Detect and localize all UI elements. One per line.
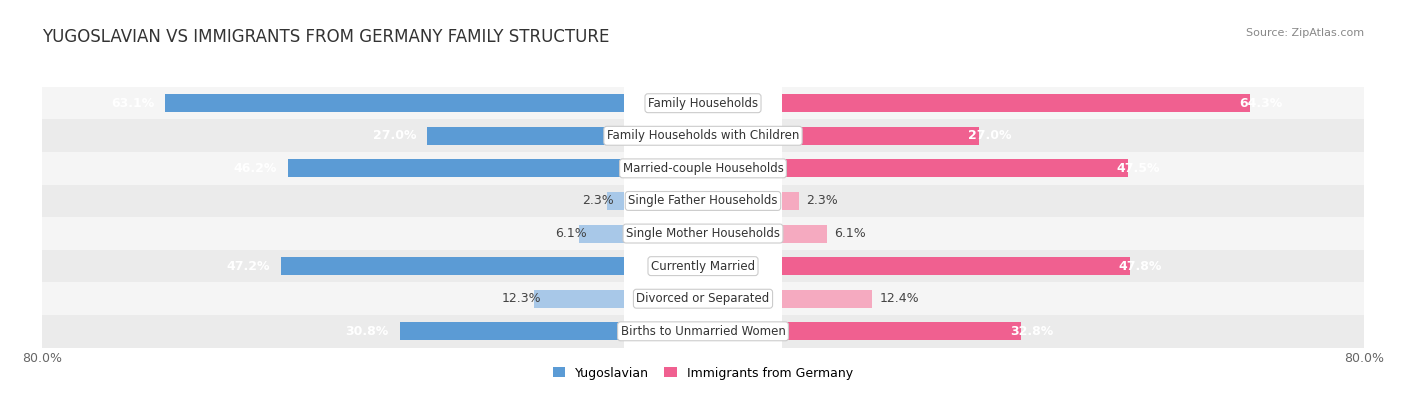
Text: 6.1%: 6.1% [834, 227, 866, 240]
Bar [42, 315, 624, 348]
Bar [534, 290, 624, 308]
Text: Single Mother Households: Single Mother Households [626, 227, 780, 240]
Bar [42, 119, 624, 152]
Bar [42, 184, 624, 217]
Text: Family Households with Children: Family Households with Children [607, 129, 799, 142]
Bar [782, 127, 979, 145]
Text: Currently Married: Currently Married [651, 260, 755, 273]
Text: Single Father Households: Single Father Households [628, 194, 778, 207]
Text: 6.1%: 6.1% [555, 227, 586, 240]
Bar [42, 87, 624, 119]
Bar [607, 192, 624, 210]
Text: 27.0%: 27.0% [373, 129, 416, 142]
Text: 27.0%: 27.0% [967, 129, 1011, 142]
Bar [782, 87, 1364, 119]
Text: 46.2%: 46.2% [233, 162, 277, 175]
Text: 63.1%: 63.1% [111, 97, 155, 110]
Text: 12.4%: 12.4% [880, 292, 920, 305]
Bar [782, 225, 827, 243]
Bar [782, 282, 1364, 315]
Bar [782, 257, 1130, 275]
Text: 32.8%: 32.8% [1010, 325, 1053, 338]
Text: 47.2%: 47.2% [226, 260, 270, 273]
Text: 64.3%: 64.3% [1239, 97, 1282, 110]
Bar [782, 322, 1021, 340]
Bar [427, 127, 624, 145]
Bar [782, 315, 1364, 348]
Text: 30.8%: 30.8% [346, 325, 389, 338]
Text: 2.3%: 2.3% [582, 194, 614, 207]
Bar [165, 94, 624, 112]
Text: Births to Unmarried Women: Births to Unmarried Women [620, 325, 786, 338]
Text: Source: ZipAtlas.com: Source: ZipAtlas.com [1246, 28, 1364, 38]
Bar [782, 184, 1364, 217]
Text: Divorced or Separated: Divorced or Separated [637, 292, 769, 305]
Bar [42, 217, 624, 250]
Bar [782, 152, 1364, 185]
Bar [42, 282, 624, 315]
Text: 2.3%: 2.3% [806, 194, 838, 207]
Bar [782, 160, 1128, 177]
Text: 47.8%: 47.8% [1119, 260, 1163, 273]
Text: 47.5%: 47.5% [1116, 162, 1160, 175]
Bar [782, 217, 1364, 250]
Bar [782, 119, 1364, 152]
Legend: Yugoslavian, Immigrants from Germany: Yugoslavian, Immigrants from Germany [548, 362, 858, 385]
Text: YUGOSLAVIAN VS IMMIGRANTS FROM GERMANY FAMILY STRUCTURE: YUGOSLAVIAN VS IMMIGRANTS FROM GERMANY F… [42, 28, 610, 46]
Bar [281, 257, 624, 275]
Bar [42, 152, 624, 185]
Bar [782, 192, 799, 210]
Bar [399, 322, 624, 340]
Text: 12.3%: 12.3% [502, 292, 541, 305]
Bar [782, 94, 1250, 112]
Bar [782, 250, 1364, 282]
Bar [288, 160, 624, 177]
Bar [782, 290, 873, 308]
Bar [579, 225, 624, 243]
Text: Married-couple Households: Married-couple Households [623, 162, 783, 175]
Bar [42, 250, 624, 282]
Text: Family Households: Family Households [648, 97, 758, 110]
